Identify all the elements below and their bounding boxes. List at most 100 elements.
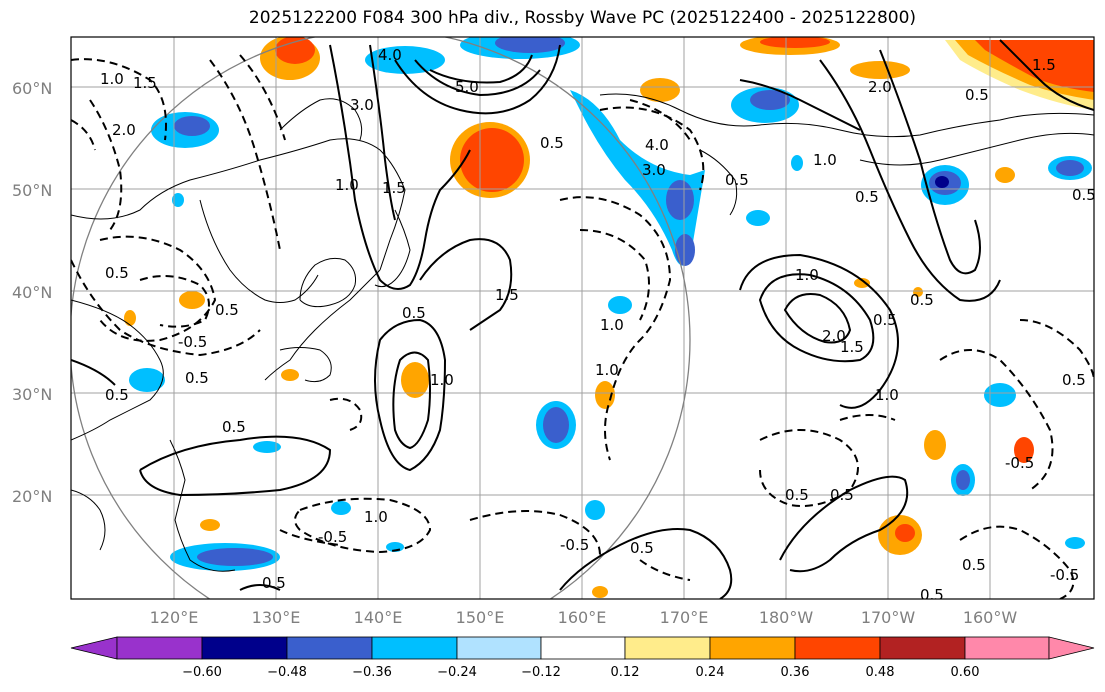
shaded-divergence-negative [129,37,1092,571]
colorbar [70,636,1095,660]
contour-label: 1.0 [595,361,619,379]
longitude-labels: 120°E 130°E 140°E 150°E 160°E 170°E 180°… [150,608,1018,627]
contour-label: -0.5 [1005,454,1034,472]
contour-label: 1.0 [364,508,388,526]
contour-label: 0.5 [1072,186,1096,204]
colorbar-tick: 0.36 [781,665,810,680]
lat-label-50: 50°N [12,181,52,200]
shaded-divergence-positive [124,37,1094,598]
lon-label: 120°E [150,608,199,627]
contour-label: 0.5 [785,486,809,504]
lon-label: 140°E [354,608,403,627]
contour-label: 1.0 [813,151,837,169]
lat-label-40: 40°N [12,283,52,302]
colorbar-swatch [794,636,881,660]
contour-label: 0.5 [105,264,129,282]
lon-label: 150°E [456,608,505,627]
colorbar-tick: 0.60 [951,665,980,680]
contour-label: 0.5 [222,418,246,436]
contour-label: 0.5 [855,188,879,206]
colorbar-swatch [964,636,1050,660]
colorbar-tick: 0.24 [696,665,725,680]
contour-label: 0.5 [920,586,944,604]
latitude-labels: 60°N 50°N 40°N 30°N 20°N [12,79,52,506]
contours-positive [71,39,1094,599]
colorbar-tick: −0.24 [437,665,477,680]
contour-label: 4.0 [378,46,402,64]
contour-label: 0.5 [725,171,749,189]
contour-label: 0.5 [105,386,129,404]
contour-label: 3.0 [350,96,374,114]
colorbar-swatch [70,636,118,660]
graticule [71,37,1094,599]
contour-label: 1.5 [1032,56,1056,74]
map-frame [70,36,1095,600]
lon-label: 170°W [861,608,916,627]
contour-label: 0.5 [402,304,426,322]
contour-label: 1.5 [133,74,157,92]
contour-label: -0.5 [318,528,347,546]
lat-label-20: 20°N [12,487,52,506]
colorbar-swatch [879,636,966,660]
contour-label: -0.5 [560,536,589,554]
colorbar-swatch [286,636,373,660]
contour-label: 1.5 [840,338,864,356]
contour-label: 0.5 [185,369,209,387]
contour-label: 2.0 [822,327,846,345]
contour-label: 0.5 [540,134,564,152]
contour-label: 3.0 [642,161,666,179]
contour-label: 0.5 [215,301,239,319]
colorbar-ticks: −0.60 −0.48 −0.36 −0.24 −0.12 0.12 0.24 … [182,665,979,680]
contour-label: 1.0 [430,371,454,389]
colorbar-swatch [201,636,288,660]
lon-label: 130°E [252,608,301,627]
colorbar-swatch [371,636,458,660]
reference-circle [71,37,691,599]
contour-label: 0.5 [1062,371,1086,389]
contour-label: 1.5 [382,179,406,197]
lon-label: 160°W [963,608,1018,627]
colorbar-tick: −0.12 [521,665,561,680]
colorbar-swatch [624,636,711,660]
lat-label-60: 60°N [12,79,52,98]
contour-label: 1.0 [795,266,819,284]
colorbar-tick: 0.12 [611,665,640,680]
contour-label: -0.5 [1050,566,1079,584]
colorbar-swatch [709,636,796,660]
lon-label: 180°W [759,608,814,627]
colorbar-tick: −0.60 [182,665,222,680]
contour-label: 0.5 [965,86,989,104]
contour-label: 2.0 [112,121,136,139]
contour-label: 2.0 [868,78,892,96]
contour-label: 0.5 [830,486,854,504]
contour-label: 0.5 [873,311,897,329]
contour-label: 1.0 [600,316,624,334]
lon-label: 170°E [660,608,709,627]
contour-label: 1.5 [495,286,519,304]
contour-label: 1.0 [335,176,359,194]
contour-labels: 1.0 1.5 2.0 4.0 5.0 3.0 0.5 1.0 1.5 4.0 … [100,46,1096,604]
colorbar-swatch [456,636,542,660]
map-title: 2025122200 F084 300 hPa div., Rossby Wav… [248,8,917,28]
lat-label-30: 30°N [12,385,52,404]
contour-label: 0.5 [262,574,286,592]
map-plot-area: 1.0 1.5 2.0 4.0 5.0 3.0 0.5 1.0 1.5 4.0 … [71,37,1096,604]
colorbar-swatch [116,636,203,660]
colorbar-tick: 0.48 [866,665,895,680]
contour-label: 0.5 [630,539,654,557]
colorbar-tick: −0.36 [352,665,392,680]
contour-label: 1.0 [100,70,124,88]
contours-negative [71,54,1094,599]
colorbar-swatch [540,636,626,660]
colorbar-swatch [1048,636,1095,660]
contour-label: 1.0 [875,386,899,404]
contour-label: 0.5 [962,556,986,574]
lon-label: 160°E [558,608,607,627]
contour-label: -0.5 [178,333,207,351]
contour-label: 4.0 [645,136,669,154]
contour-label: 0.5 [910,291,934,309]
contour-label: 5.0 [455,78,479,96]
coastlines [71,93,1094,572]
colorbar-tick: −0.48 [267,665,307,680]
